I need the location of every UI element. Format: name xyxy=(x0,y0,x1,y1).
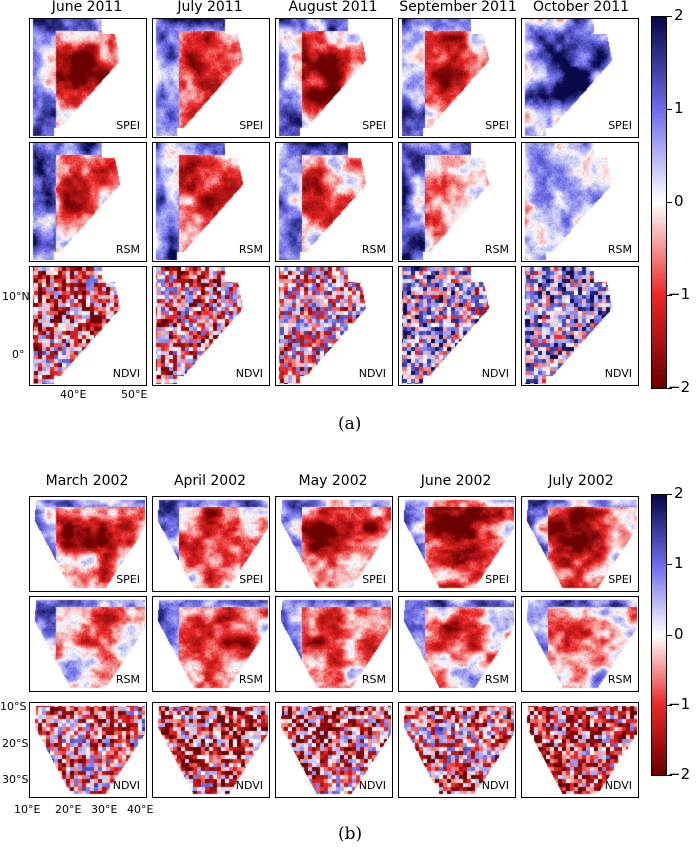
panel-label: SPEI xyxy=(485,573,509,586)
colorbar xyxy=(651,494,667,776)
colorbar-tick: 2 xyxy=(674,6,684,24)
panel-label: RSM xyxy=(238,673,263,686)
lat-label: 20°S xyxy=(2,737,29,750)
map-panel: SPEI xyxy=(29,18,147,138)
panel-label: NDVI xyxy=(358,779,386,792)
column-title: June 2011 xyxy=(51,0,123,15)
caption-b: (b) xyxy=(338,824,363,844)
lon-label: 10°E xyxy=(14,803,41,816)
map-panel: RSM xyxy=(275,596,393,692)
map-panel: SPEI xyxy=(398,18,516,138)
colorbar-tick: −1 xyxy=(668,285,691,303)
map-panel: NDVI xyxy=(521,702,639,798)
map-panel: NDVI xyxy=(29,702,147,798)
colorbar-tick: 1 xyxy=(674,554,684,572)
column-title: March 2002 xyxy=(45,473,129,489)
map-panel: NDVI xyxy=(521,266,639,386)
map-panel: SPEI xyxy=(521,18,639,138)
colorbar-tick: −2 xyxy=(668,765,691,783)
panel-label: NDVI xyxy=(358,367,386,380)
column-title: July 2011 xyxy=(177,0,243,15)
lon-label: 40°E xyxy=(60,388,87,401)
lon-label: 30°E xyxy=(91,803,118,816)
map-panel: RSM xyxy=(275,142,393,262)
column-title: April 2002 xyxy=(173,473,247,489)
map-panel: NDVI xyxy=(398,266,516,386)
map-panel: SPEI xyxy=(29,496,147,592)
panel-label: NDVI xyxy=(481,367,509,380)
column-title: July 2002 xyxy=(548,473,614,489)
map-panel: SPEI xyxy=(398,496,516,592)
colorbar xyxy=(651,16,667,389)
colorbar-tick: 0 xyxy=(674,192,684,210)
column-title: August 2011 xyxy=(288,0,378,15)
colorbar-tick: 1 xyxy=(674,99,684,117)
panel-label: NDVI xyxy=(604,779,632,792)
map-panel: NDVI xyxy=(29,266,147,386)
panel-label: SPEI xyxy=(116,573,140,586)
panel-label: RSM xyxy=(484,673,509,686)
map-panel: RSM xyxy=(152,142,270,262)
lat-label: 10°S xyxy=(0,700,27,713)
map-panel: NDVI xyxy=(152,266,270,386)
lat-label: 0° xyxy=(12,348,25,361)
map-panel: RSM xyxy=(521,596,639,692)
panel-label: SPEI xyxy=(608,119,632,132)
panel-label: RSM xyxy=(115,673,140,686)
map-panel: SPEI xyxy=(275,18,393,138)
panel-label: RSM xyxy=(484,243,509,256)
column-title: May 2002 xyxy=(298,473,368,489)
lon-label: 40°E xyxy=(127,803,154,816)
map-panel: SPEI xyxy=(152,496,270,592)
map-panel: SPEI xyxy=(152,18,270,138)
colorbar-tick: −1 xyxy=(668,695,691,713)
caption-a: (a) xyxy=(338,414,362,434)
panel-label: NDVI xyxy=(481,779,509,792)
map-panel: SPEI xyxy=(521,496,639,592)
lon-label: 50°E xyxy=(121,388,148,401)
panel-label: NDVI xyxy=(112,367,140,380)
panel-label: SPEI xyxy=(485,119,509,132)
map-panel: SPEI xyxy=(275,496,393,592)
column-title: June 2002 xyxy=(420,473,492,489)
map-panel: RSM xyxy=(398,596,516,692)
panel-label: SPEI xyxy=(239,573,263,586)
panel-label: SPEI xyxy=(116,119,140,132)
lon-label: 20°E xyxy=(55,803,82,816)
map-panel: RSM xyxy=(152,596,270,692)
lat-label: 30°S xyxy=(2,773,29,786)
panel-label: NDVI xyxy=(604,367,632,380)
colorbar-tick: −2 xyxy=(668,378,691,396)
panel-label: RSM xyxy=(607,243,632,256)
panel-label: NDVI xyxy=(235,779,263,792)
panel-label: SPEI xyxy=(362,573,386,586)
map-panel: NDVI xyxy=(275,702,393,798)
map-panel: NDVI xyxy=(398,702,516,798)
panel-label: NDVI xyxy=(112,779,140,792)
map-panel: RSM xyxy=(398,142,516,262)
map-panel: RSM xyxy=(29,142,147,262)
map-panel: NDVI xyxy=(275,266,393,386)
lat-label: 10°N xyxy=(2,290,30,303)
column-title: September 2011 xyxy=(399,0,517,15)
colorbar-tick: 2 xyxy=(674,484,684,502)
panel-label: RSM xyxy=(361,673,386,686)
panel-label: RSM xyxy=(607,673,632,686)
panel-label: NDVI xyxy=(235,367,263,380)
panel-label: RSM xyxy=(115,243,140,256)
panel-label: SPEI xyxy=(608,573,632,586)
map-panel: RSM xyxy=(29,596,147,692)
map-panel: NDVI xyxy=(152,702,270,798)
panel-label: RSM xyxy=(361,243,386,256)
panel-label: SPEI xyxy=(239,119,263,132)
map-panel: RSM xyxy=(521,142,639,262)
panel-label: SPEI xyxy=(362,119,386,132)
column-title: October 2011 xyxy=(532,0,630,15)
colorbar-tick: 0 xyxy=(674,625,684,643)
panel-label: RSM xyxy=(238,243,263,256)
